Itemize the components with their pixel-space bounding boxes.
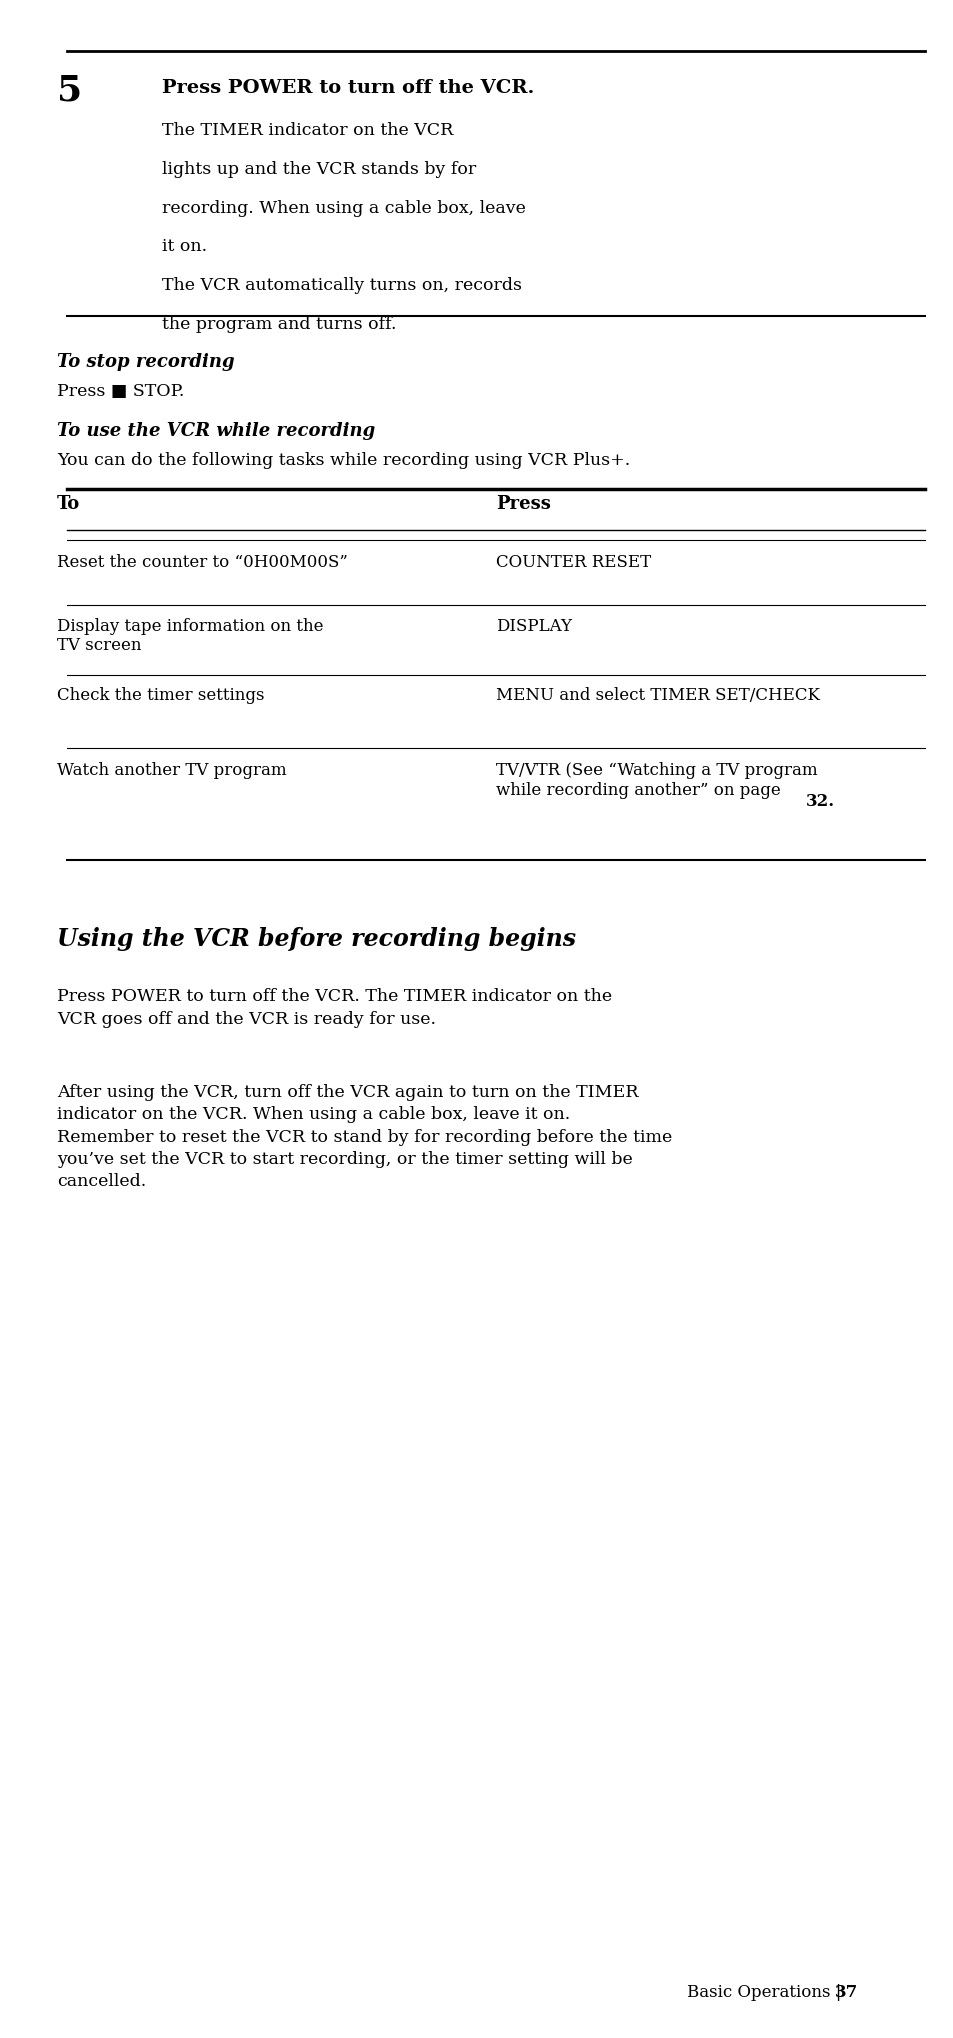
Text: To: To: [57, 495, 80, 514]
Text: The VCR automatically turns on, records: The VCR automatically turns on, records: [162, 277, 521, 293]
Text: 37: 37: [834, 1985, 857, 2001]
Text: Basic Operations |: Basic Operations |: [686, 1985, 841, 2001]
Text: TV/VTR (See “Watching a TV program
while recording another” on page: TV/VTR (See “Watching a TV program while…: [496, 762, 817, 799]
Text: 5: 5: [57, 73, 82, 108]
Text: Press ■ STOP.: Press ■ STOP.: [57, 383, 185, 399]
Text: To use the VCR while recording: To use the VCR while recording: [57, 422, 375, 440]
Text: Press POWER to turn off the VCR. The TIMER indicator on the
VCR goes off and the: Press POWER to turn off the VCR. The TIM…: [57, 988, 612, 1027]
Text: MENU and select TIMER SET/CHECK: MENU and select TIMER SET/CHECK: [496, 687, 820, 703]
Text: The TIMER indicator on the VCR: The TIMER indicator on the VCR: [162, 122, 453, 139]
Text: Press POWER to turn off the VCR.: Press POWER to turn off the VCR.: [162, 79, 534, 98]
Text: recording. When using a cable box, leave: recording. When using a cable box, leave: [162, 200, 525, 216]
Text: COUNTER RESET: COUNTER RESET: [496, 554, 651, 571]
Text: it on.: it on.: [162, 238, 207, 255]
Text: lights up and the VCR stands by for: lights up and the VCR stands by for: [162, 161, 476, 177]
Text: Press: Press: [496, 495, 551, 514]
Text: 32.: 32.: [805, 793, 835, 809]
Text: To stop recording: To stop recording: [57, 353, 234, 371]
Text: Display tape information on the
TV screen: Display tape information on the TV scree…: [57, 618, 323, 654]
Text: DISPLAY: DISPLAY: [496, 618, 572, 634]
Text: After using the VCR, turn off the VCR again to turn on the TIMER
indicator on th: After using the VCR, turn off the VCR ag…: [57, 1084, 672, 1190]
Text: Reset the counter to “0H00M00S”: Reset the counter to “0H00M00S”: [57, 554, 348, 571]
Text: You can do the following tasks while recording using VCR Plus+.: You can do the following tasks while rec…: [57, 452, 630, 469]
Text: Using the VCR before recording begins: Using the VCR before recording begins: [57, 927, 576, 952]
Text: Watch another TV program: Watch another TV program: [57, 762, 287, 779]
Text: Check the timer settings: Check the timer settings: [57, 687, 265, 703]
Text: the program and turns off.: the program and turns off.: [162, 316, 396, 332]
